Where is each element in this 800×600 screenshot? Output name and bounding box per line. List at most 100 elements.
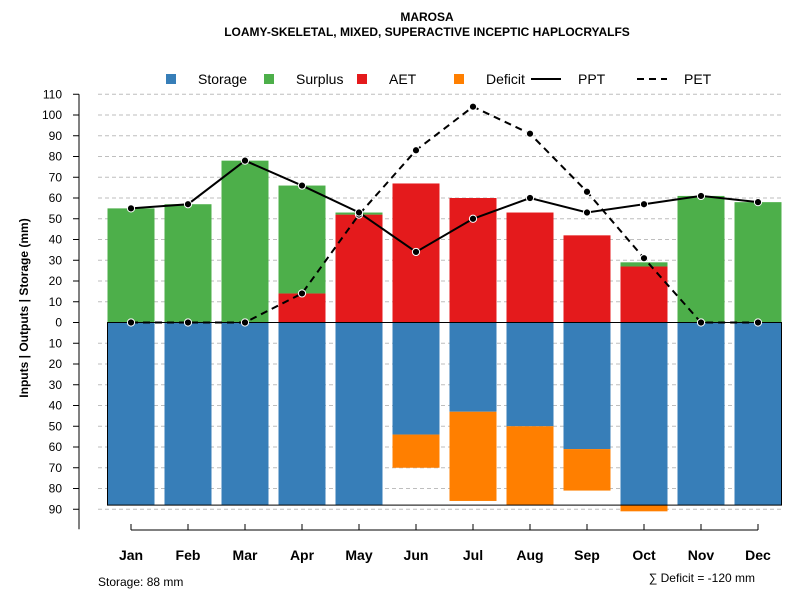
aet-bar — [506, 212, 554, 323]
surplus-bar — [278, 185, 326, 294]
y-tick-label: 90 — [49, 502, 63, 516]
ppt-point — [696, 191, 706, 201]
y-tick-label: 60 — [49, 440, 63, 454]
storage-bar — [221, 322, 269, 506]
pet-point — [696, 318, 706, 327]
legend-swatch — [264, 74, 274, 84]
y-tick-label: 50 — [49, 419, 63, 433]
y-tick-label: 10 — [49, 295, 63, 309]
storage-bar — [734, 322, 782, 506]
pet-point — [411, 146, 421, 155]
x-tick-label: Jul — [463, 547, 483, 563]
legend-label: Surplus — [296, 71, 343, 87]
storage-bar — [107, 322, 155, 506]
chart-subtitle: LOAMY-SKELETAL, MIXED, SUPERACTIVE INCEP… — [224, 25, 630, 39]
ppt-point — [468, 214, 478, 223]
y-tick-label: 90 — [49, 129, 63, 143]
y-tick-label: 20 — [49, 274, 63, 288]
ppt-point — [411, 247, 421, 257]
legend-swatch — [166, 74, 176, 84]
bars — [107, 160, 782, 512]
x-tick-label: Oct — [632, 547, 656, 563]
storage-bar — [164, 322, 212, 506]
storage-bar — [506, 322, 554, 427]
storage-bar — [335, 322, 383, 506]
x-tick-label: Aug — [516, 547, 543, 563]
ppt-point — [525, 193, 535, 203]
legend-label: PPT — [578, 71, 606, 87]
surplus-bar — [164, 204, 212, 323]
deficit-bar — [449, 411, 497, 501]
storage-bar — [677, 322, 725, 506]
x-tick-label: Mar — [233, 547, 258, 563]
ppt-point — [354, 208, 364, 217]
pet-line — [131, 105, 758, 324]
y-tick-label: 70 — [49, 461, 63, 475]
legend-label: Deficit — [486, 71, 525, 87]
legend-label: Storage — [198, 71, 247, 87]
y-axis-title: Inputs | Outputs | Storage (mm) — [17, 218, 31, 397]
storage-bar — [620, 322, 668, 506]
surplus-bar — [107, 208, 155, 323]
ppt-point — [639, 200, 649, 209]
gridlines — [98, 93, 784, 510]
y-tick-label: 60 — [49, 191, 63, 205]
y-tick-label: 70 — [49, 170, 63, 184]
y-tick-label: 10 — [49, 336, 63, 350]
deficit-bar — [563, 449, 611, 491]
legend-swatch — [454, 74, 464, 84]
aet-bar — [278, 293, 326, 323]
legend-label: PET — [684, 71, 712, 87]
x-tick-label: Dec — [745, 547, 771, 563]
aet-bar — [563, 235, 611, 323]
ppt-point — [582, 208, 592, 217]
surplus-bar — [620, 262, 668, 267]
aet-bar — [335, 214, 383, 323]
x-tick-label: Sep — [574, 547, 600, 563]
ppt-point — [240, 156, 250, 165]
y-tick-label: 30 — [49, 253, 63, 267]
pet-point — [297, 289, 307, 298]
y-tick-label: 50 — [49, 212, 63, 226]
x-tick-label: Jun — [404, 547, 429, 563]
pet-point — [582, 187, 592, 196]
lines — [126, 102, 763, 327]
storage-bar — [449, 322, 497, 412]
pet-point — [639, 254, 649, 263]
y-tick-label: 20 — [49, 357, 63, 371]
deficit-bar — [620, 505, 668, 512]
deficit-bar — [392, 434, 440, 468]
pet-point — [126, 318, 136, 327]
ppt-line — [130, 159, 759, 254]
legend-swatch — [357, 74, 367, 84]
y-tick-label: 30 — [49, 378, 63, 392]
pet-point — [468, 102, 478, 111]
ppt-point — [126, 204, 136, 213]
y-tick-label: 100 — [42, 108, 62, 122]
storage-note: Storage: 88 mm — [98, 575, 183, 589]
y-tick-label: 80 — [49, 150, 63, 164]
aet-bar — [620, 266, 668, 323]
x-tick-label: Nov — [688, 547, 715, 563]
pet-point — [183, 318, 193, 327]
y-tick-label: 40 — [49, 399, 63, 413]
surplus-bar — [221, 160, 269, 323]
y-tick-label: 110 — [43, 87, 62, 101]
storage-bar — [392, 322, 440, 435]
surplus-bar — [677, 195, 725, 323]
legend-label: AET — [389, 71, 417, 87]
deficit-note: ∑ Deficit = -120 mm — [649, 571, 755, 585]
y-tick-label: 0 — [55, 316, 62, 330]
ppt-point — [753, 198, 763, 207]
pet-point — [753, 318, 763, 327]
ppt-point — [183, 200, 193, 209]
y-tick-label: 80 — [49, 482, 63, 496]
y-tick-label: 40 — [49, 233, 63, 247]
pet-point — [240, 318, 250, 327]
storage-bar — [563, 322, 611, 450]
axes: 0 10 20 30 40 50 60 70 80 90 100 110 10 20 30 40 50 60 70 8… — [42, 87, 771, 563]
surplus-bar — [734, 202, 782, 323]
x-tick-label: Apr — [290, 547, 315, 563]
chart-title: MAROSA — [400, 10, 454, 24]
